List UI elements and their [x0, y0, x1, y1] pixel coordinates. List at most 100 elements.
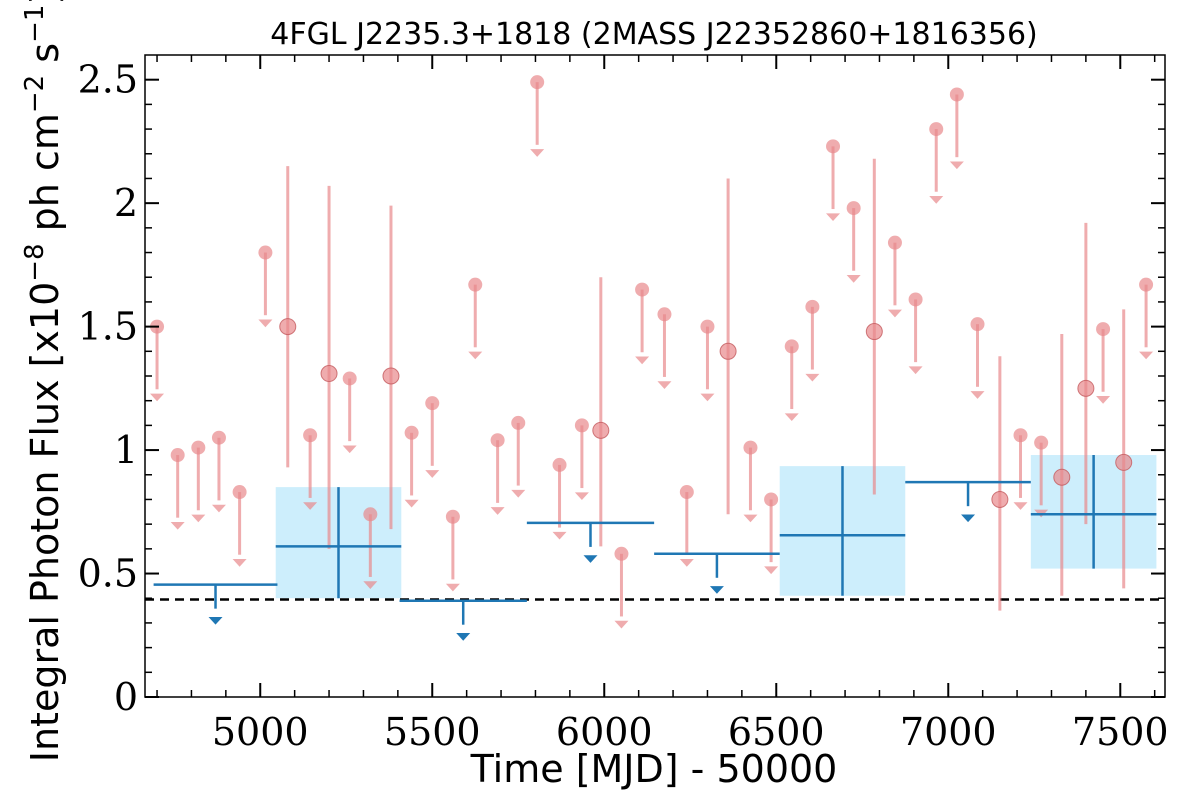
monthly-upper-limit-arrow [530, 149, 545, 157]
monthly-detection-marker [719, 342, 737, 360]
monthly-upper-limit-arrow [404, 499, 419, 508]
monthly-upper-limit-arrow [1139, 351, 1154, 360]
monthly-detection-marker [1115, 453, 1133, 471]
monthly-upper-limit-marker [425, 396, 440, 411]
monthly-upper-limit-marker [445, 509, 460, 524]
monthly-upper-limit-marker [657, 307, 672, 322]
monthly-upper-limit-arrow [679, 559, 694, 567]
monthly-upper-limit-marker [1139, 277, 1154, 292]
monthly-upper-limit-arrow [490, 507, 505, 515]
monthly-upper-limit-arrow [929, 196, 944, 204]
x-tick-label: 6000 [556, 710, 653, 754]
monthly-upper-limit-marker [530, 75, 545, 90]
monthly-upper-limit-arrow [574, 492, 589, 501]
y-tick-label: 1.5 [78, 305, 138, 349]
axis-ticks: 5000 5500 6000 6500 7000 7500 0 0.5 1 1.5 2 2.5 [78, 55, 1169, 754]
monthly-upper-limit-marker [826, 139, 841, 154]
monthly-upper-limit-arrow [211, 504, 226, 513]
x-tick-label: 7000 [900, 710, 997, 754]
monthly-upper-limit-marker [764, 492, 779, 507]
monthly-upper-limit-marker [211, 430, 226, 445]
y-tick-label: 2 [114, 181, 138, 225]
yearly-upper-limit-arrow [208, 616, 223, 625]
monthly-upper-limit-arrow [614, 620, 629, 629]
monthly-upper-limit-arrow [657, 381, 672, 389]
monthly-detection-marker [320, 365, 338, 383]
monthly-upper-limit-arrow [511, 489, 526, 498]
monthly-upper-limit-marker [191, 440, 206, 455]
monthly-upper-limit-marker [552, 457, 567, 472]
monthly-upper-limit-arrow [425, 470, 440, 478]
monthly-upper-limit-arrow [970, 391, 985, 399]
monthly-upper-limit-marker [846, 201, 861, 216]
monthly-upper-limit-marker [635, 282, 650, 297]
monthly-upper-limit-marker [929, 122, 944, 137]
monthly-upper-limit-marker [170, 448, 185, 463]
monthly-upper-limit-arrow [1013, 502, 1028, 510]
monthly-upper-limit-arrow [363, 581, 378, 589]
y-tick-label: 0 [114, 675, 138, 719]
plot-data-layer [145, 75, 1165, 641]
monthly-upper-limit-arrow [445, 583, 460, 592]
monthly-upper-limit-arrow [743, 514, 758, 523]
monthly-upper-limit-arrow [303, 502, 318, 510]
x-tick-label: 5500 [384, 710, 481, 754]
monthly-upper-limit-marker [887, 235, 902, 250]
monthly-upper-limit-arrow [342, 445, 357, 454]
monthly-upper-limit-marker [1096, 322, 1111, 337]
monthly-upper-limit-arrow [784, 413, 799, 422]
monthly-detection-marker [279, 318, 297, 336]
monthly-upper-limit-arrow [552, 531, 567, 540]
monthly-upper-limit-arrow [191, 514, 206, 523]
monthly-upper-limit-marker [1013, 428, 1028, 443]
yearly-upper-limit-arrow [456, 633, 471, 641]
x-tick-label: 5000 [212, 710, 309, 754]
monthly-upper-limit-marker [342, 371, 357, 386]
monthly-upper-limit-marker [679, 485, 694, 500]
monthly-upper-limit-arrow [468, 351, 483, 360]
monthly-upper-limit-marker [1034, 435, 1049, 450]
chart-title: 4FGL J2235.3+1818 (2MASS J22352860+18163… [270, 17, 1038, 52]
monthly-upper-limit-marker [303, 428, 318, 443]
monthly-upper-limit-arrow [700, 393, 715, 402]
monthly-detection-marker [991, 490, 1009, 508]
monthly-upper-limit-marker [700, 319, 715, 334]
x-tick-label: 7500 [1072, 710, 1169, 754]
monthly-upper-limit-marker [908, 292, 923, 307]
monthly-upper-limit-arrow [846, 275, 861, 283]
y-tick-label: 1 [114, 428, 138, 472]
x-axis-label: Time [MJD] - 50000 [470, 747, 838, 791]
monthly-upper-limit-marker [743, 440, 758, 455]
monthly-upper-limit-arrow [908, 366, 923, 375]
monthly-upper-limit-arrow [887, 309, 902, 318]
monthly-upper-limit-arrow [1096, 396, 1111, 404]
monthly-upper-limit-marker [614, 546, 629, 561]
monthly-upper-limit-marker [468, 277, 483, 292]
monthly-upper-limit-arrow [258, 319, 273, 328]
monthly-upper-limit-marker [949, 87, 964, 102]
monthly-upper-limit-marker [363, 507, 378, 522]
monthly-upper-limit-marker [784, 339, 799, 354]
y-axis-label: Integral Photon Flux [x10−8 ph cm−2 s−1] [20, 0, 67, 762]
monthly-upper-limit-marker [511, 415, 526, 430]
monthly-upper-limit-marker [258, 245, 273, 260]
monthly-upper-limit-marker [574, 418, 589, 433]
monthly-upper-limit-arrow [805, 373, 820, 382]
monthly-upper-limit-arrow [826, 213, 841, 222]
monthly-upper-limit-arrow [949, 161, 964, 170]
monthly-upper-limit-arrow [170, 521, 185, 530]
monthly-upper-limit-marker [970, 317, 985, 332]
yearly-upper-limit-arrow [583, 555, 598, 563]
monthly-upper-limit-arrow [232, 559, 247, 567]
yearly-upper-limit-arrow [961, 514, 976, 523]
x-tick-label: 6500 [728, 710, 825, 754]
monthly-upper-limit-marker [805, 299, 820, 314]
monthly-upper-limit-arrow [764, 566, 779, 575]
monthly-upper-limit-marker [490, 433, 505, 448]
monthly-detection-marker [1053, 468, 1071, 486]
monthly-upper-limit-arrow [150, 393, 165, 402]
monthly-detection-marker [865, 323, 883, 341]
y-tick-label: 0.5 [78, 552, 138, 596]
monthly-detection-marker [382, 367, 400, 385]
